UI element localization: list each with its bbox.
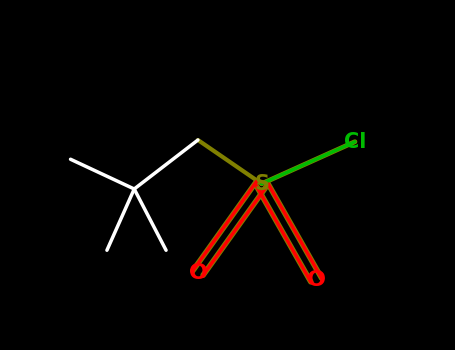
Text: O: O xyxy=(188,263,207,283)
Text: O: O xyxy=(307,270,326,290)
Text: S: S xyxy=(254,174,269,194)
Text: Cl: Cl xyxy=(344,132,366,152)
